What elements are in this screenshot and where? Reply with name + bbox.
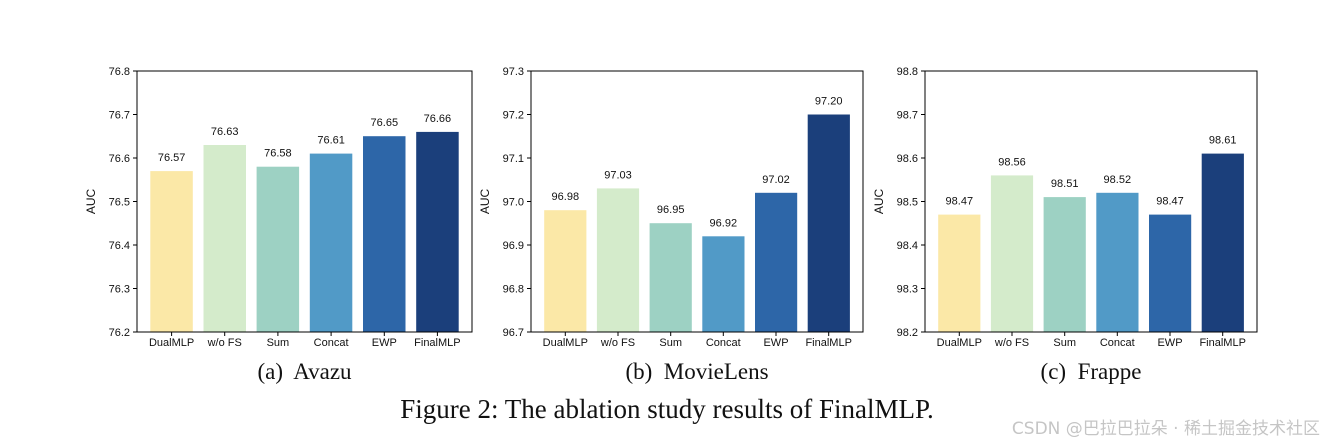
- data-label: 76.66: [424, 113, 452, 125]
- plot-frame: [136, 70, 473, 333]
- x-tick-label: w/o FS: [207, 337, 242, 349]
- bar: [309, 153, 353, 332]
- bar: [596, 188, 640, 332]
- y-tick-label: 97.1: [503, 153, 524, 165]
- x-tick-label: FinalMLP: [805, 337, 851, 349]
- data-label: 96.98: [552, 191, 580, 203]
- figure-caption: Figure 2: The ablation study results of …: [400, 394, 934, 424]
- bar: [938, 214, 981, 332]
- x-tick-label: Sum: [659, 337, 682, 349]
- y-axis-label: AUC: [84, 189, 98, 215]
- data-label: 98.47: [946, 196, 974, 208]
- y-tick-label: 98.4: [897, 240, 918, 252]
- x-tick-label: DualMLP: [543, 337, 588, 349]
- data-label: 98.56: [998, 156, 1026, 168]
- bar: [544, 210, 587, 332]
- data-label: 97.03: [604, 169, 632, 181]
- y-tick-label: 97.0: [503, 197, 524, 209]
- y-tick-label: 98.8: [897, 66, 918, 78]
- x-tick-label: DualMLP: [937, 337, 982, 349]
- bar: [363, 136, 406, 332]
- x-tick-label: DualMLP: [149, 337, 194, 349]
- y-tick-label: 97.2: [503, 110, 524, 122]
- y-tick-label: 76.6: [109, 153, 130, 165]
- data-label: 76.61: [317, 135, 345, 147]
- bar: [203, 145, 246, 332]
- bar: [150, 171, 193, 332]
- x-tick-label: Sum: [267, 337, 290, 349]
- bar: [755, 192, 798, 332]
- y-axis-label: AUC: [478, 189, 492, 215]
- y-tick-label: 98.2: [897, 327, 918, 339]
- x-tick-label: EWP: [1157, 337, 1182, 349]
- y-tick-label: 76.3: [109, 284, 130, 296]
- data-label: 98.51: [1051, 178, 1079, 190]
- data-label: 97.20: [815, 96, 843, 108]
- x-tick-label: EWP: [372, 337, 397, 349]
- x-tick-label: EWP: [763, 337, 788, 349]
- data-label: 98.52: [1104, 174, 1132, 186]
- panel-title: (a) Avazu: [257, 359, 352, 384]
- x-tick-label: FinalMLP: [1199, 337, 1245, 349]
- y-tick-label: 97.3: [503, 66, 524, 78]
- y-tick-label: 98.7: [897, 110, 918, 122]
- bar: [649, 223, 692, 332]
- data-label: 76.58: [264, 148, 292, 160]
- bar: [1043, 197, 1086, 332]
- bar: [1201, 153, 1244, 332]
- chart-panel-3: 98.47 DualMLP 98.56 w/o FS 98.51 Sum 98.52 Conc…: [872, 66, 1258, 384]
- x-tick-label: Sum: [1053, 337, 1076, 349]
- x-tick-label: w/o FS: [600, 337, 635, 349]
- data-label: 96.92: [710, 217, 738, 229]
- chart-panel-2: 96.98 DualMLP 97.03 w/o FS 96.95 Sum 96.92 Conc…: [478, 66, 864, 384]
- y-tick-label: 76.5: [109, 197, 130, 209]
- y-tick-label: 98.3: [897, 284, 918, 296]
- y-tick-label: 76.7: [109, 110, 130, 122]
- bar: [416, 131, 459, 332]
- y-tick-label: 98.5: [897, 197, 918, 209]
- bar: [1096, 192, 1139, 332]
- y-tick-label: 76.2: [109, 327, 130, 339]
- bar: [807, 114, 850, 332]
- y-tick-label: 96.7: [503, 327, 524, 339]
- watermark: CSDN @巴拉巴拉朵 · 稀土掘金技术社区: [1011, 419, 1320, 439]
- bar: [256, 166, 300, 332]
- y-tick-label: 98.6: [897, 153, 918, 165]
- x-tick-label: Concat: [706, 337, 741, 349]
- x-tick-label: Concat: [1100, 337, 1135, 349]
- x-tick-label: w/o FS: [994, 337, 1029, 349]
- data-label: 96.95: [657, 204, 685, 216]
- y-tick-label: 96.9: [503, 240, 524, 252]
- data-label: 98.47: [1156, 196, 1184, 208]
- plot-frame: [924, 70, 1258, 333]
- bar: [990, 175, 1034, 332]
- data-label: 76.65: [371, 117, 399, 129]
- y-tick-label: 96.8: [503, 284, 524, 296]
- plot-frame: [530, 70, 864, 333]
- chart-panel-1: 76.57 DualMLP 76.63 w/o FS 76.58 Sum 76.61 Conc…: [84, 66, 473, 384]
- data-label: 76.57: [158, 152, 186, 164]
- data-label: 98.61: [1209, 135, 1237, 147]
- y-tick-label: 76.4: [109, 240, 130, 252]
- bar: [1149, 214, 1192, 332]
- y-axis-label: AUC: [872, 189, 886, 215]
- x-tick-label: FinalMLP: [414, 337, 460, 349]
- data-label: 76.63: [211, 126, 239, 138]
- panel-title: (b) MovieLens: [625, 359, 768, 384]
- panel-title: (c) Frappe: [1041, 359, 1142, 384]
- bar: [702, 236, 745, 332]
- data-label: 97.02: [762, 174, 790, 186]
- x-tick-label: Concat: [314, 337, 349, 349]
- y-tick-label: 76.8: [109, 66, 130, 78]
